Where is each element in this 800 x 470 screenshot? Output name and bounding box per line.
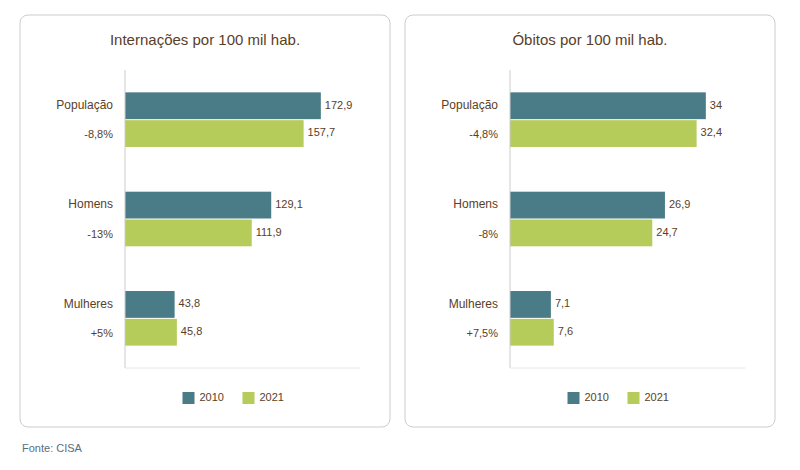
legend-label: 2010 [585, 391, 609, 403]
bar [510, 291, 551, 318]
bar [125, 120, 304, 147]
legend-label: 2010 [200, 391, 224, 403]
panel: Internações por 100 mil hab. 172,9 157,7 Po… [20, 15, 390, 427]
bar [125, 291, 175, 318]
x-axis-line [510, 368, 745, 369]
legend-swatch [628, 392, 640, 404]
bar [510, 220, 652, 247]
data-label: 129,1 [275, 198, 303, 210]
bar [125, 220, 252, 247]
change-label: +7,5% [467, 327, 499, 339]
bar [510, 120, 697, 147]
panel-border [405, 15, 775, 427]
legend-label: 2021 [260, 391, 284, 403]
category-label: População [56, 98, 113, 112]
change-label: -4,8% [469, 128, 498, 140]
category-label: População [441, 98, 498, 112]
data-label: 26,9 [669, 198, 690, 210]
data-label: 45,8 [181, 325, 202, 337]
data-label: 157,7 [308, 126, 336, 138]
bar [125, 192, 271, 219]
bar [510, 92, 706, 119]
legend-swatch [243, 392, 255, 404]
bar [510, 192, 665, 219]
bars [125, 92, 321, 345]
category-label: Mulheres [64, 297, 113, 311]
y-axis-line [510, 70, 511, 368]
category-label: Mulheres [449, 297, 498, 311]
legend-swatch [568, 392, 580, 404]
legend: 2010 2021 [568, 391, 669, 404]
chart-title: Internações por 100 mil hab. [110, 31, 300, 48]
data-label: 7,6 [558, 325, 573, 337]
x-axis-line [125, 368, 360, 369]
category-label: Homens [453, 197, 498, 211]
panel-border [20, 15, 390, 427]
bars [510, 92, 706, 345]
change-label: -8,8% [84, 128, 113, 140]
legend-label: 2021 [645, 391, 669, 403]
data-label: 32,4 [701, 126, 722, 138]
y-axis-line [125, 70, 126, 368]
panel: Óbitos por 100 mil hab. 34 32,4 População -4… [405, 15, 775, 427]
data-label: 43,8 [179, 297, 200, 309]
data-label: 24,7 [656, 226, 677, 238]
data-label: 34 [710, 99, 722, 111]
bar [510, 319, 554, 346]
data-label: 7,1 [555, 297, 570, 309]
change-label: -13% [87, 228, 113, 240]
chart-title: Óbitos por 100 mil hab. [512, 31, 667, 48]
bar [125, 319, 177, 346]
chart-root: Internações por 100 mil hab. 172,9 157,7 Po… [0, 0, 800, 470]
data-label: 172,9 [325, 99, 353, 111]
legend: 2010 2021 [183, 391, 284, 404]
data-label: 111,9 [256, 226, 282, 238]
legend-swatch [183, 392, 195, 404]
change-label: -8% [478, 228, 498, 240]
change-label: +5% [91, 327, 114, 339]
source-note: Fonte: CISA [22, 442, 83, 454]
category-label: Homens [68, 197, 113, 211]
bar [125, 92, 321, 119]
